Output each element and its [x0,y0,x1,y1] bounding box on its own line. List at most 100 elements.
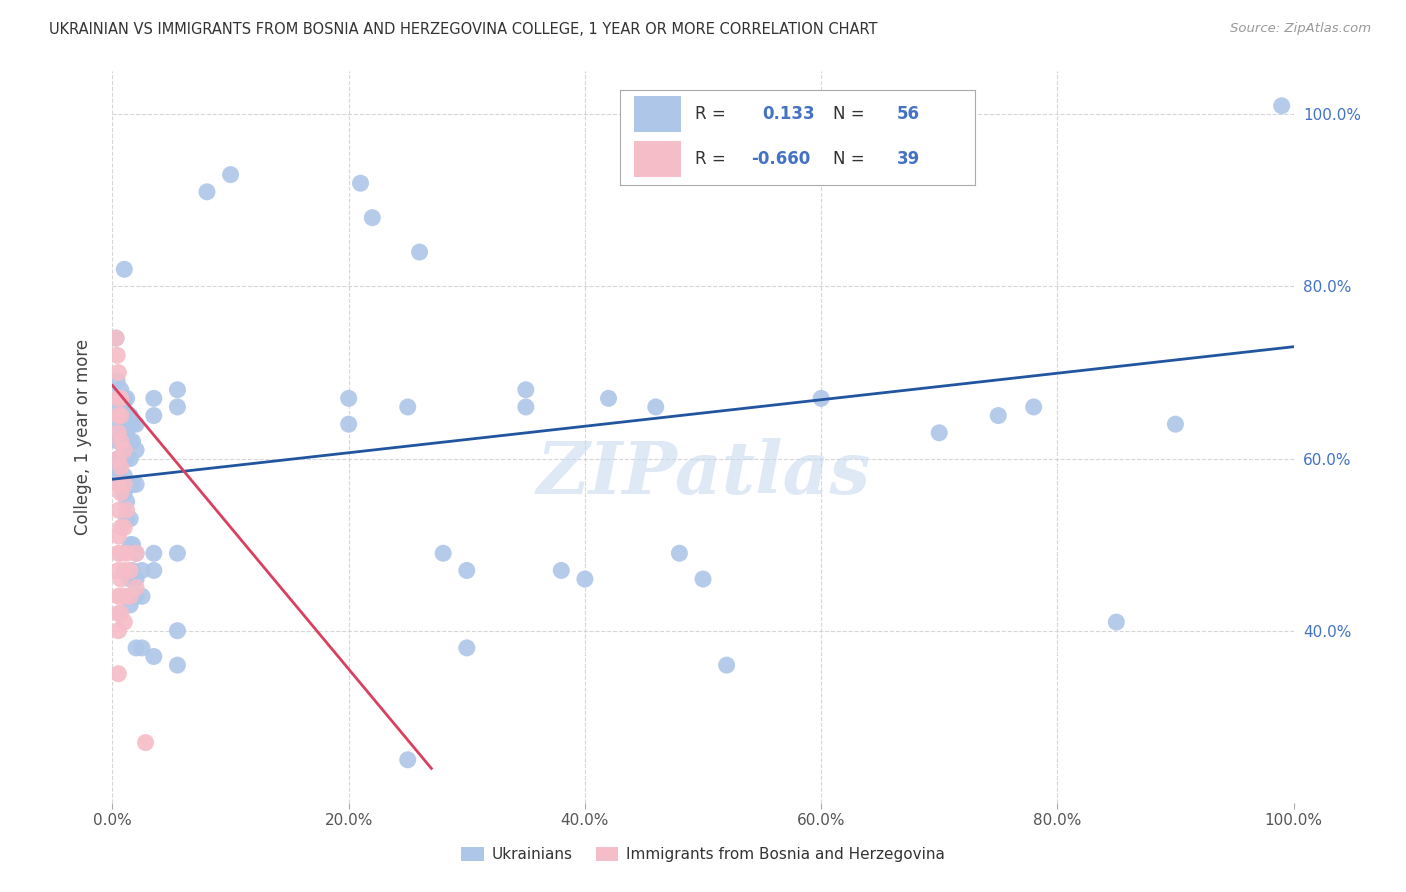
Point [107,477,129,491]
Point [432,546,454,560]
Point [131,640,153,655]
Point [550,564,572,578]
Point [110,520,132,534]
Point [142,546,165,560]
Point [120,538,142,552]
Point [121,538,143,552]
Point [105,331,128,345]
Point [121,477,143,491]
Point [166,624,188,638]
Point [456,640,478,655]
Point [112,442,135,457]
Point [195,185,218,199]
Point [120,434,142,449]
Point [112,417,135,432]
Point [107,409,129,423]
Point [121,564,143,578]
Point [107,546,129,560]
Point [166,546,188,560]
Point [107,434,129,449]
Point [121,589,143,603]
Point [142,409,165,423]
Point [107,624,129,638]
Point [112,392,135,406]
Point [107,366,129,380]
Point [1271,99,1294,113]
Point [110,434,132,449]
Point [361,211,384,225]
Point [810,392,832,406]
Point [125,640,148,655]
Point [115,409,138,423]
Point [112,520,135,534]
Point [110,409,132,423]
Point [115,546,138,560]
Point [125,546,148,560]
Point [112,434,135,449]
Point [456,564,478,578]
Point [142,564,165,578]
Point [396,753,419,767]
Point [928,425,950,440]
Point [598,392,620,406]
Point [121,417,143,432]
Point [112,589,135,603]
Point [112,468,135,483]
Point [115,494,138,508]
Point [125,581,148,595]
Point [107,589,129,603]
Point [115,477,138,491]
Point [120,589,142,603]
Point [1022,400,1045,414]
Point [110,477,132,491]
Point [105,331,128,345]
Point [107,451,129,466]
Point [1164,417,1187,432]
Point [107,409,129,423]
Point [337,392,360,406]
Point [107,392,129,406]
Point [115,451,138,466]
Point [1105,615,1128,629]
Point [107,503,129,517]
Point [125,477,148,491]
Point [105,348,128,362]
Point [125,589,148,603]
Point [120,598,142,612]
Point [692,572,714,586]
Point [115,512,138,526]
Point [142,392,165,406]
Point [110,434,132,449]
Point [120,512,142,526]
Point [396,400,419,414]
Point [337,417,360,432]
Point [515,383,537,397]
Point [110,417,132,432]
Point [120,572,142,586]
Point [110,546,132,560]
Point [166,383,188,397]
Point [112,564,135,578]
Point [120,451,142,466]
Point [107,451,129,466]
Point [112,262,135,277]
Point [107,564,129,578]
Point [110,607,132,621]
Point [125,546,148,560]
Point [110,572,132,586]
Point [120,477,142,491]
Point [105,374,128,388]
Point [515,400,537,414]
Point [107,529,129,543]
Point [166,400,188,414]
Point [219,168,242,182]
Point [716,658,738,673]
Point [125,442,148,457]
Point [142,649,165,664]
Point [574,572,596,586]
Point [107,607,129,621]
Point [121,434,143,449]
Text: Source: ZipAtlas.com: Source: ZipAtlas.com [1230,22,1371,36]
Point [107,468,129,483]
Point [110,383,132,397]
